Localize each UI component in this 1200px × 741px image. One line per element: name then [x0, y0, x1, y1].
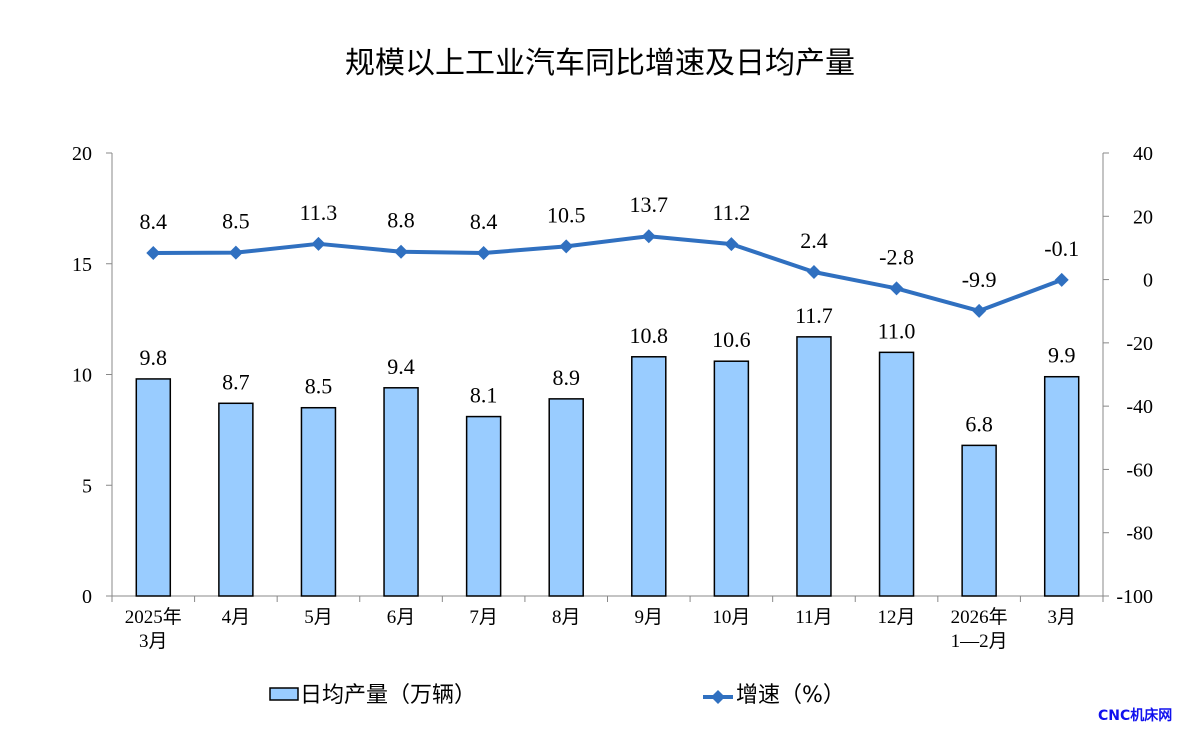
growth-label: 11.3: [300, 200, 338, 225]
legend-bar-label: 日均产量（万辆）: [300, 683, 476, 708]
left-tick-label: 15: [72, 254, 92, 276]
watermark: CNC机床网: [1098, 708, 1173, 724]
right-tick-label: 40: [1133, 143, 1153, 165]
x-tick-label: 11月: [795, 607, 832, 628]
growth-label: 10.5: [547, 202, 586, 227]
left-tick-label: 10: [72, 365, 92, 387]
growth-marker: [228, 245, 243, 260]
right-tick-label: -40: [1126, 396, 1153, 418]
growth-marker: [972, 303, 987, 318]
left-tick-label: 0: [82, 586, 92, 608]
bar-label: 9.4: [387, 354, 415, 379]
bar-label: 11.7: [795, 303, 833, 328]
x-tick-label: 2025年: [125, 606, 182, 628]
x-tick-label: 10月: [712, 607, 750, 628]
x-tick-label: 5月: [304, 607, 333, 628]
bar: [300, 406, 337, 597]
legend-line-marker: [711, 690, 725, 704]
bar-label: 6.8: [965, 411, 993, 436]
bar-label: 10.6: [712, 327, 751, 352]
bar: [383, 387, 419, 597]
x-tick-label: 3月: [1047, 607, 1076, 628]
right-tick-label: -20: [1126, 333, 1153, 355]
bar-label: 11.0: [878, 318, 916, 343]
growth-marker: [641, 229, 656, 244]
x-tick-label: 6月: [387, 607, 416, 628]
growth-marker: [889, 281, 904, 296]
legend-bar-swatch: [269, 687, 299, 701]
bar: [796, 336, 832, 597]
bar: [878, 351, 915, 597]
bar: [465, 415, 502, 597]
bar-label: 9.8: [140, 345, 168, 370]
bar-label: 8.1: [470, 383, 498, 408]
bar-label: 9.9: [1048, 343, 1076, 368]
growth-marker: [806, 264, 821, 279]
growth-label: -9.9: [962, 267, 997, 292]
bar: [961, 444, 997, 597]
right-tick-label: 0: [1143, 270, 1153, 292]
growth-label: 11.2: [713, 200, 751, 225]
growth-label: 8.5: [222, 209, 250, 234]
growth-label: 2.4: [800, 228, 828, 253]
bar: [548, 398, 584, 597]
right-tick-label: 20: [1133, 206, 1153, 228]
growth-marker: [146, 245, 161, 260]
bar: [218, 402, 254, 597]
bar-label: 10.8: [630, 323, 669, 348]
x-tick-label: 9月: [635, 607, 664, 628]
bar: [135, 378, 172, 597]
bar: [631, 356, 667, 597]
growth-marker: [394, 244, 409, 259]
x-tick-label: 3月: [139, 631, 168, 652]
right-tick-label: -80: [1126, 523, 1153, 545]
bar-label: 8.5: [305, 374, 333, 399]
bar-label: 8.7: [222, 369, 250, 394]
right-tick-label: -100: [1116, 586, 1153, 608]
left-tick-label: 5: [82, 475, 92, 497]
x-tick-label: 12月: [878, 607, 916, 628]
growth-label: -2.8: [879, 244, 914, 269]
growth-marker: [559, 239, 574, 254]
x-tick-label: 7月: [469, 607, 498, 628]
bar: [1043, 375, 1080, 597]
growth-marker: [1054, 272, 1069, 287]
growth-label: 8.8: [387, 208, 415, 233]
growth-marker: [476, 245, 491, 260]
bar-label: 8.9: [552, 365, 580, 390]
x-tick-label: 1—2月: [951, 631, 1008, 652]
legend-line-label: 增速（%）: [736, 683, 845, 708]
growth-label: 8.4: [470, 209, 498, 234]
x-tick-label: 2026年: [951, 606, 1008, 628]
growth-label: 13.7: [630, 192, 669, 217]
growth-marker: [311, 236, 326, 251]
chart-title: 规模以上工业汽车同比增速及日均产量: [345, 46, 855, 81]
growth-label: -0.1: [1044, 236, 1079, 261]
left-tick-label: 20: [72, 143, 92, 165]
right-tick-label: -60: [1126, 459, 1153, 481]
growth-line: [153, 234, 1063, 313]
x-tick-label: 4月: [222, 607, 251, 628]
bar: [713, 360, 750, 597]
x-tick-label: 8月: [552, 607, 581, 628]
growth-marker: [724, 237, 739, 252]
growth-label: 8.4: [140, 209, 168, 234]
